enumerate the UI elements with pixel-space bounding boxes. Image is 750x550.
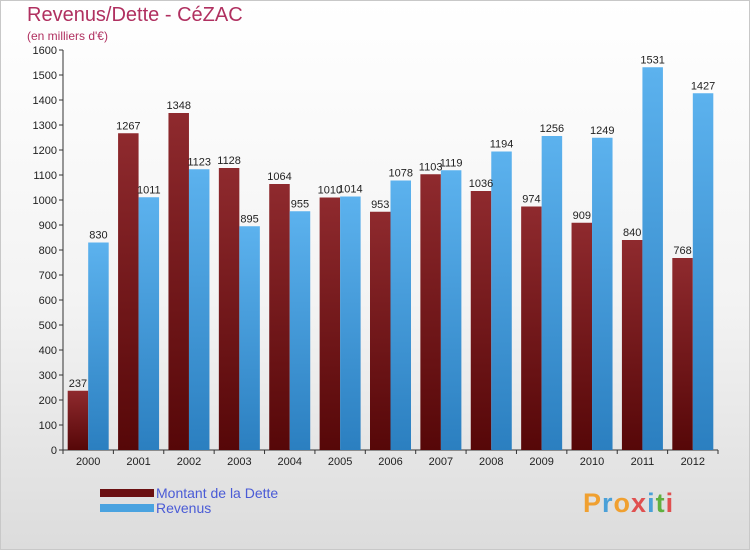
x-tick-label: 2006 xyxy=(378,456,402,468)
debt-bar xyxy=(470,191,492,450)
x-tick-label: 2000 xyxy=(76,456,100,468)
brand-logo: Proxiti xyxy=(583,488,675,518)
data-label: 895 xyxy=(240,213,258,225)
y-tick-label: 1400 xyxy=(33,95,57,107)
x-tick-label: 2002 xyxy=(177,456,201,468)
data-label: 1036 xyxy=(469,178,493,190)
data-label: 1267 xyxy=(116,120,140,132)
y-tick-label: 300 xyxy=(39,370,57,382)
data-label: 974 xyxy=(522,194,540,206)
revenue-bar xyxy=(592,137,613,450)
revenue-bar xyxy=(138,197,160,450)
y-tick-label: 500 xyxy=(39,320,57,332)
data-label: 1011 xyxy=(137,184,161,196)
legend-swatch-debt xyxy=(100,489,154,497)
data-label: 1531 xyxy=(640,54,664,66)
data-label: 1256 xyxy=(540,123,564,135)
debt-bar xyxy=(168,113,189,450)
revenue-bar xyxy=(692,93,714,450)
data-label: 1348 xyxy=(166,100,190,112)
debt-bar xyxy=(672,258,693,450)
data-label: 1119 xyxy=(440,157,463,169)
debt-bar xyxy=(420,174,441,450)
data-label: 830 xyxy=(89,230,107,242)
debt-bar xyxy=(521,206,542,450)
legend-label-debt: Montant de la Dette xyxy=(156,485,279,501)
chart-title: Revenus/Dette - CéZAC xyxy=(27,4,243,26)
revenue-bar xyxy=(541,136,563,450)
y-tick-label: 1200 xyxy=(33,145,57,157)
data-label: 1014 xyxy=(338,184,362,196)
revenue-bar xyxy=(491,151,512,450)
revenue-bar xyxy=(289,211,311,450)
revenue-bar xyxy=(440,170,462,450)
y-tick-label: 200 xyxy=(39,395,57,407)
y-tick-label: 1100 xyxy=(33,170,57,182)
data-label: 1427 xyxy=(691,80,715,92)
data-label: 1078 xyxy=(389,168,413,180)
revenue-bar xyxy=(239,226,260,450)
debt-bar xyxy=(269,184,290,450)
data-label: 955 xyxy=(291,198,309,210)
y-tick-label: 600 xyxy=(39,295,57,307)
y-tick-label: 1300 xyxy=(33,120,57,132)
debt-bar xyxy=(370,211,391,450)
data-label: 953 xyxy=(371,199,389,211)
x-tick-label: 2007 xyxy=(429,456,453,468)
y-tick-label: 1600 xyxy=(33,45,57,57)
data-label: 1194 xyxy=(490,139,514,151)
x-tick-label: 2004 xyxy=(277,456,301,468)
debt-bar xyxy=(67,390,89,450)
data-label: 1103 xyxy=(419,161,443,173)
revenue-bar xyxy=(642,67,663,450)
x-tick-label: 2001 xyxy=(126,456,150,468)
x-tick-label: 2011 xyxy=(631,456,655,468)
chart-subtitle: (en milliers d'€) xyxy=(27,29,108,43)
y-tick-label: 1000 xyxy=(33,195,57,207)
x-tick-label: 2005 xyxy=(328,456,352,468)
data-label: 1123 xyxy=(187,156,211,168)
revenue-bar xyxy=(88,242,109,450)
legend-swatch-revenue xyxy=(100,504,154,512)
data-label: 1128 xyxy=(217,155,241,167)
legend-label-revenue: Revenus xyxy=(156,500,212,516)
data-label: 237 xyxy=(69,378,87,390)
data-label: 768 xyxy=(673,245,691,257)
y-tick-label: 800 xyxy=(39,245,57,257)
data-label: 1010 xyxy=(318,185,342,197)
y-tick-label: 1500 xyxy=(33,70,57,82)
y-tick-label: 0 xyxy=(51,445,57,457)
data-label: 909 xyxy=(573,210,591,222)
revenue-bar xyxy=(340,196,361,450)
y-tick-label: 100 xyxy=(39,420,57,432)
debt-bar xyxy=(218,168,240,450)
revenue-bar xyxy=(390,180,411,450)
x-tick-label: 2008 xyxy=(479,456,503,468)
debt-bar xyxy=(621,240,643,450)
x-tick-label: 2012 xyxy=(681,456,705,468)
data-label: 1249 xyxy=(590,125,614,137)
x-tick-label: 2003 xyxy=(227,456,251,468)
debt-bar xyxy=(118,133,139,450)
y-tick-label: 700 xyxy=(39,270,57,282)
revenue-bar xyxy=(188,169,210,450)
x-tick-label: 2010 xyxy=(580,456,604,468)
debt-bar xyxy=(319,197,341,450)
y-tick-label: 400 xyxy=(39,345,57,357)
data-label: 1064 xyxy=(267,171,291,183)
x-tick-label: 2009 xyxy=(529,456,553,468)
debt-bar xyxy=(571,222,593,450)
data-label: 840 xyxy=(623,227,641,239)
y-tick-label: 900 xyxy=(39,220,57,232)
